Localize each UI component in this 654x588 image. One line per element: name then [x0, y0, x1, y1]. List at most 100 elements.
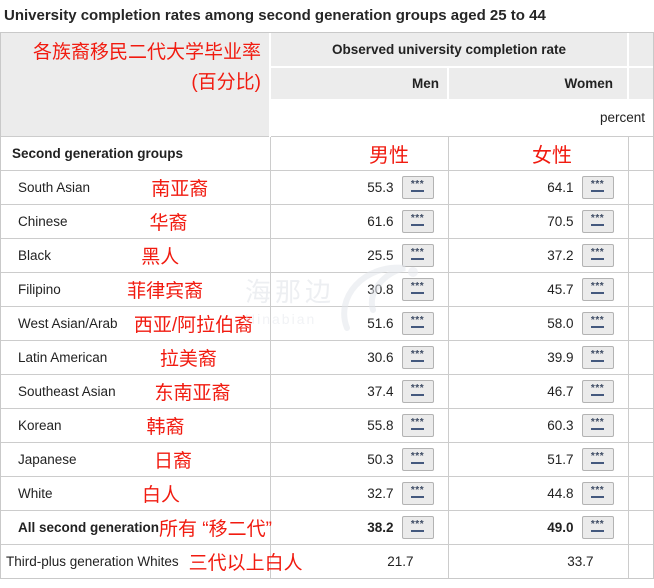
row-label: West Asian/Arab	[18, 316, 118, 331]
footnote-marker: ***	[590, 417, 605, 428]
spacer-cell	[627, 204, 654, 239]
men-value-cell: 61.6 ***	[269, 204, 448, 239]
footnote-link[interactable]: ***	[401, 312, 434, 335]
row-annotation-cn: 菲律宾裔	[127, 281, 204, 302]
footnote-marker: ***	[590, 281, 605, 292]
footnote-link[interactable]: ***	[401, 244, 434, 267]
men-value-cell: 30.8 ***	[269, 272, 448, 307]
men-value: 55.8	[367, 418, 394, 433]
footnote-underline	[591, 462, 605, 464]
footnote-underline	[591, 190, 605, 192]
table-row: Southeast Asian 东南亚裔 37.4 *** 46.7 ***	[1, 374, 654, 409]
footnote-link[interactable]: ***	[401, 516, 434, 539]
women-value: 70.5	[547, 214, 574, 229]
row-annotation-cn: 拉美裔	[159, 349, 217, 370]
women-value: 45.7	[547, 282, 574, 297]
footnote-link[interactable]: ***	[581, 516, 614, 539]
spacer-cell	[627, 272, 654, 307]
row-label: Black	[18, 248, 52, 263]
stub-annotation-cn-line1: 各族裔移民二代大学毕业率	[32, 42, 261, 63]
row-annotation-cn: 西亚/阿拉伯裔	[133, 315, 254, 336]
footnote-underline	[411, 360, 424, 362]
spacer-cell	[627, 510, 654, 545]
footnote-link[interactable]: ***	[581, 210, 614, 233]
row-label-cell: Third-plus generation Whites 三代以上白人	[1, 544, 303, 578]
footnote-marker: ***	[410, 451, 425, 462]
header-row-sex: Men Women	[1, 67, 654, 99]
row-label-cell: Southeast Asian 东南亚裔	[1, 374, 270, 409]
footnote-underline	[591, 292, 605, 294]
spacer-cell	[627, 476, 654, 511]
footnote-link[interactable]: ***	[581, 482, 614, 505]
header-row-observed: 各族裔移民二代大学毕业率 (百分比) Observed university c…	[1, 33, 654, 137]
row-annotation-cn: 华裔	[149, 213, 188, 234]
row-label-cell: Japanese 日裔	[1, 442, 270, 477]
footnote-marker: ***	[590, 383, 605, 394]
women-value-cell: 45.7 ***	[447, 272, 629, 307]
spacer-cell	[627, 374, 654, 409]
footnote-link[interactable]: ***	[581, 312, 614, 335]
footnote-link[interactable]: ***	[581, 346, 614, 369]
footnote-link[interactable]: ***	[401, 210, 434, 233]
row-label-cell: Chinese 华裔	[1, 204, 270, 239]
footnote-underline	[591, 224, 605, 226]
women-value-cell: 49.0 ***	[447, 510, 629, 545]
footnote-underline	[591, 258, 605, 260]
unit-label: percent	[270, 99, 654, 137]
footnote-underline	[591, 428, 605, 430]
footnote-link[interactable]: ***	[581, 380, 614, 403]
table-row: Chinese 华裔 61.6 *** 70.5 ***	[1, 204, 654, 239]
footnote-link[interactable]: ***	[401, 482, 434, 505]
footnote-underline	[411, 462, 424, 464]
footnote-marker: ***	[590, 451, 605, 462]
women-annotation-cn: 女性	[447, 136, 629, 171]
men-value: 32.7	[367, 486, 394, 501]
table-body: Second generation groups 男性 女性 South Asi…	[1, 136, 654, 578]
row-annotation-cn: 白人	[142, 485, 181, 506]
spacer-cell	[627, 306, 654, 341]
footnote-link[interactable]: ***	[401, 380, 434, 403]
footnote-link[interactable]: ***	[401, 414, 434, 437]
footnote-underline	[591, 394, 605, 396]
footnote-link[interactable]: ***	[401, 448, 434, 471]
spacer-cell	[627, 340, 654, 375]
footnote-link[interactable]: ***	[401, 278, 434, 301]
group-header-label: Second generation groups	[1, 136, 270, 171]
footnote-marker: ***	[590, 485, 605, 496]
footnote-marker: ***	[590, 519, 605, 530]
page-title: University completion rates among second…	[4, 7, 546, 24]
row-label: Japanese	[18, 452, 77, 467]
spacer-cell	[627, 238, 654, 273]
row-label-cell: White 白人	[1, 476, 270, 511]
table-row: Black 黑人 25.5 *** 37.2 ***	[1, 238, 654, 273]
women-value: 60.3	[547, 418, 574, 433]
spacer-header-cell	[628, 33, 654, 68]
row-annotation-cn: 南亚裔	[151, 179, 209, 200]
table-row: South Asian 南亚裔 55.3 *** 64.1 ***	[1, 170, 654, 205]
footnote-marker: ***	[590, 349, 605, 360]
footnote-underline	[411, 292, 424, 294]
row-annotation-cn: 三代以上白人	[188, 553, 303, 574]
footnote-link[interactable]: ***	[581, 244, 614, 267]
table-row: West Asian/Arab 西亚/阿拉伯裔 51.6 *** 58.0 ***	[1, 306, 654, 341]
row-label-cell: Black 黑人	[1, 238, 270, 273]
footnote-link[interactable]: ***	[401, 176, 434, 199]
row-label: Third-plus generation Whites	[6, 554, 179, 569]
footnote-link[interactable]: ***	[581, 448, 614, 471]
row-label-cell: Latin American 拉美裔	[1, 340, 270, 375]
footnote-underline	[411, 326, 424, 328]
footnote-underline	[591, 360, 605, 362]
women-value: 46.7	[547, 384, 574, 399]
women-value-cell: 58.0 ***	[447, 306, 629, 341]
men-value-cell: 25.5 ***	[269, 238, 448, 273]
women-value: 49.0	[547, 520, 574, 535]
footnote-link[interactable]: ***	[401, 346, 434, 369]
row-annotation-cn: 日裔	[154, 451, 193, 472]
footnote-link[interactable]: ***	[581, 414, 614, 437]
footnote-marker: ***	[590, 315, 605, 326]
footnote-link[interactable]: ***	[581, 176, 614, 199]
footnote-underline	[411, 190, 424, 192]
header-row-unit: percent	[1, 99, 654, 137]
footnote-link[interactable]: ***	[581, 278, 614, 301]
